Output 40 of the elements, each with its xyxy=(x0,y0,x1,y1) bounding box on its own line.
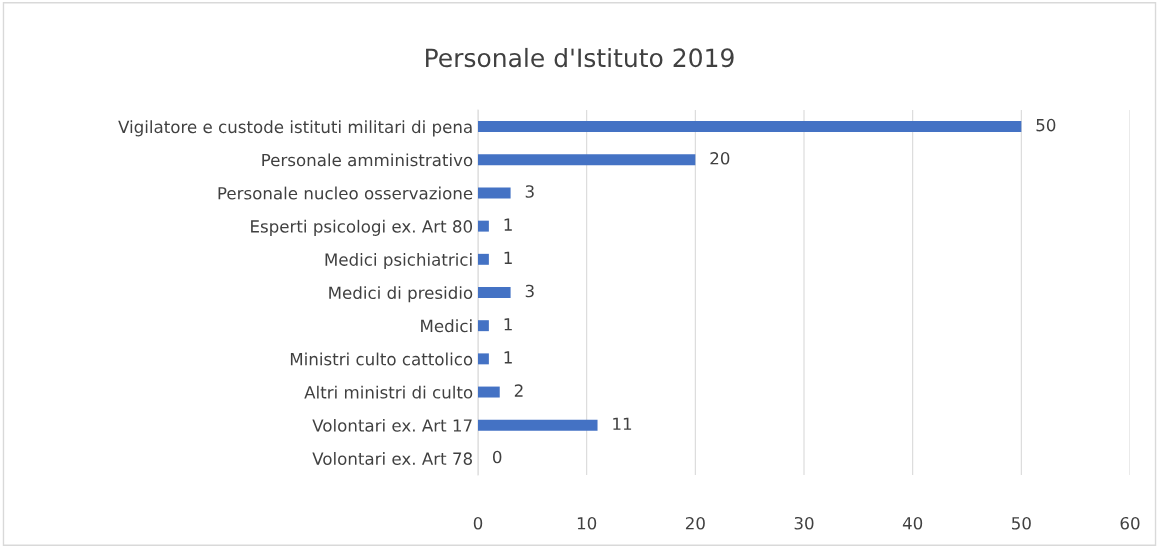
x-tick-label: 20 xyxy=(685,516,705,530)
x-tick-label: 0 xyxy=(473,516,483,530)
data-label: 50 xyxy=(1036,118,1056,132)
y-tick-label: Volontari ex. Art 17 xyxy=(312,418,472,432)
y-tick-label: Volontari ex. Art 78 xyxy=(312,452,472,465)
y-tick-label: Ministri culto cattolico xyxy=(290,352,473,366)
data-label: 3 xyxy=(525,284,534,298)
data-label: 1 xyxy=(504,318,512,331)
data-label: 20 xyxy=(710,152,730,165)
data-label: 3 xyxy=(525,185,534,198)
bar xyxy=(478,154,696,166)
data-label: 1 xyxy=(504,351,512,364)
chart-title: Personale d'Istituto 2019 xyxy=(426,47,734,68)
bar xyxy=(478,353,489,365)
x-tick-label: 40 xyxy=(902,516,923,530)
bar xyxy=(478,253,489,265)
bar xyxy=(478,121,1022,133)
y-tick-label: Medici xyxy=(421,319,472,333)
bar xyxy=(478,220,489,232)
y-tick-label: Medici psichiatrici xyxy=(325,252,472,270)
y-tick-label: Medici di presidio xyxy=(329,286,473,303)
data-label: 2 xyxy=(514,384,523,397)
bar xyxy=(478,320,489,332)
y-tick-label: Vigilatore e custode istituti militari di pena xyxy=(118,120,472,137)
bar xyxy=(478,287,511,298)
x-tick-label: 50 xyxy=(1012,516,1031,530)
data-label: 11 xyxy=(613,417,632,430)
data-label: 0 xyxy=(492,450,502,464)
y-tick-label: Esperti psicologi ex. Art 80 xyxy=(251,219,473,236)
bar xyxy=(478,386,500,398)
x-tick-label: 60 xyxy=(1120,516,1140,530)
data-label: 1 xyxy=(504,251,512,264)
y-tick-label: Personale amministrativo xyxy=(262,153,473,167)
x-tick-label: 10 xyxy=(577,516,597,530)
y-tick-label: Altri ministri di culto xyxy=(304,385,473,399)
x-tick-label: 30 xyxy=(794,516,814,530)
bar xyxy=(478,419,598,431)
y-tick-label: Personale nucleo osservazione xyxy=(218,186,473,200)
data-label: 1 xyxy=(504,218,512,231)
bar xyxy=(478,187,511,199)
